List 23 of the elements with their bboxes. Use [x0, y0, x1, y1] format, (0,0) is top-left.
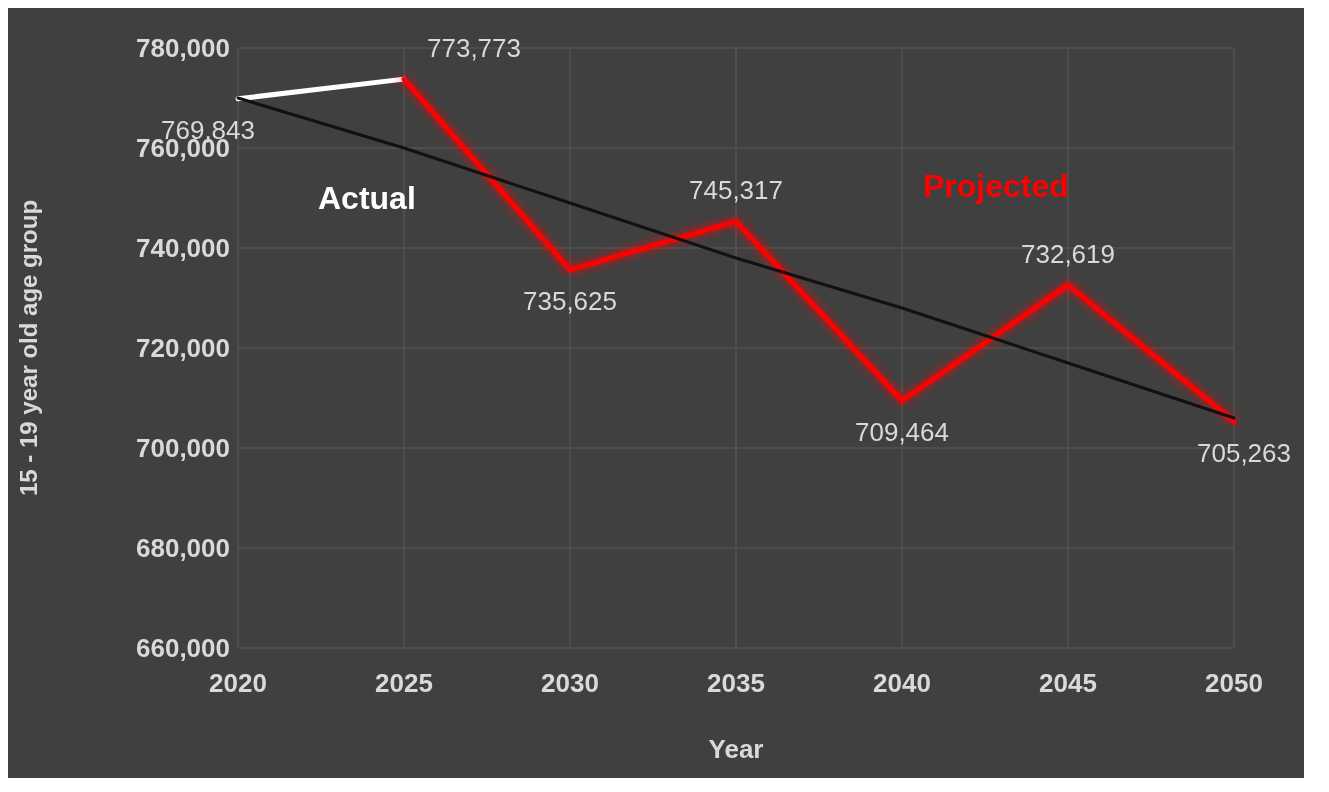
y-axis-title: 15 - 19 year old age group	[14, 199, 42, 497]
y-tick-label: 740,000	[136, 233, 230, 264]
x-tick-label: 2040	[873, 668, 931, 699]
text: Actual	[318, 180, 416, 217]
y-tick-label: 680,000	[136, 533, 230, 564]
y-tick-label: 780,000	[136, 33, 230, 64]
x-tick-label: 2050	[1205, 668, 1263, 699]
x-tick-label: 2020	[209, 668, 267, 699]
x-axis-title: Year	[708, 734, 764, 764]
y-tick-label: 700,000	[136, 433, 230, 464]
text: Projected	[923, 168, 1069, 205]
data-label: 773,773	[427, 33, 521, 64]
y-tick-label: 720,000	[136, 333, 230, 364]
data-label: 732,619	[1021, 238, 1115, 269]
data-label: 709,464	[855, 416, 949, 447]
y-tick-label: 660,000	[136, 633, 230, 664]
data-label: 705,263	[1197, 437, 1291, 468]
x-tick-label: 2035	[707, 668, 765, 699]
data-label: 745,317	[689, 175, 783, 206]
x-tick-label: 2025	[375, 668, 433, 699]
x-tick-label: 2030	[541, 668, 599, 699]
x-tick-label: 2045	[1039, 668, 1097, 699]
data-label: 735,625	[523, 285, 617, 316]
